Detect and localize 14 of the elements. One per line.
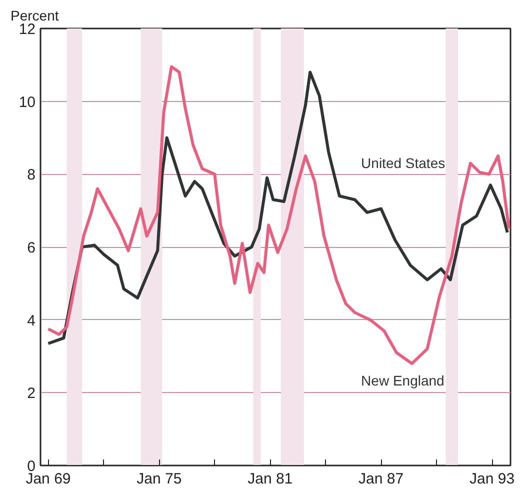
y-tick-label: 4 xyxy=(27,312,36,330)
x-tick-label: Jan 87 xyxy=(358,470,404,488)
series-label: United States xyxy=(361,154,446,171)
x-tick-label: Jan 93 xyxy=(470,470,515,488)
y-tick-label: 6 xyxy=(27,240,36,256)
x-tick-label: Jan 69 xyxy=(26,470,71,488)
y-tick-label: 12 xyxy=(18,21,36,38)
y-tick-label: 2 xyxy=(27,385,36,402)
y-tick-label: 8 xyxy=(27,166,36,184)
series-label: New England xyxy=(361,372,444,388)
x-tick-label: Jan 75 xyxy=(136,470,182,488)
y-axis-title: Percent xyxy=(10,8,59,24)
x-tick-label: Jan 81 xyxy=(248,470,293,488)
y-tick-label: 10 xyxy=(18,94,36,111)
